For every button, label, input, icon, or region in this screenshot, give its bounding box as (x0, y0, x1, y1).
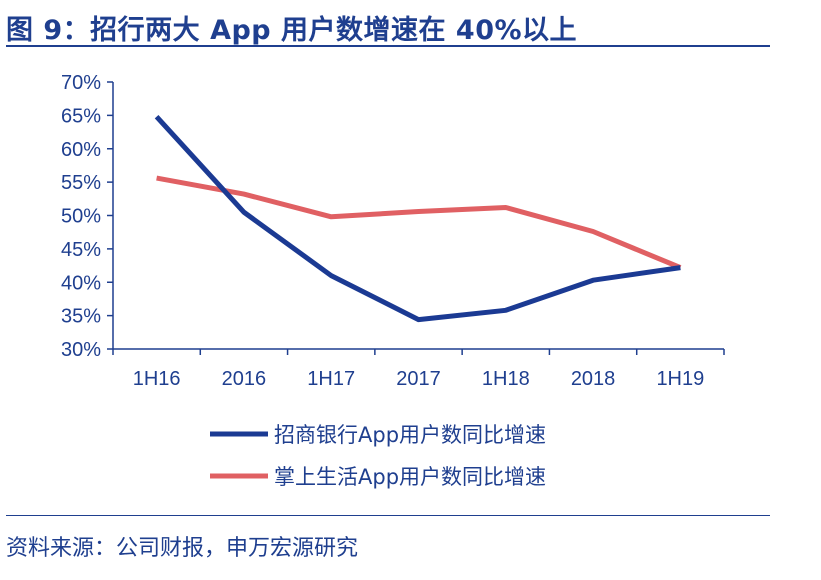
title-divider (6, 45, 770, 47)
x-tick-label: 2016 (222, 368, 267, 390)
y-tick-label: 30% (61, 339, 101, 361)
x-tick-label: 2018 (571, 368, 616, 390)
x-tick-label: 2017 (396, 368, 441, 390)
x-tick-label: 1H17 (307, 368, 355, 390)
y-tick-label: 70% (61, 72, 101, 94)
series-line-0 (154, 115, 681, 323)
y-tick-label: 65% (61, 105, 101, 127)
y-tick-label: 60% (61, 139, 101, 161)
chart-axes: 30% 35% 40% 45% 50% 55% 60% 65% 70% 1H16 2016 1H17 2… (61, 72, 725, 390)
x-tick-label: 1H18 (482, 368, 530, 390)
source-note: 资料来源：公司财报，申万宏源研究 (6, 536, 359, 561)
y-tick-label: 50% (61, 206, 101, 228)
y-tick-label: 55% (61, 172, 101, 194)
legend-label-0: 招商银行App用户数同比增速 (274, 423, 546, 447)
y-tick-label: 40% (61, 272, 101, 294)
legend-label-1: 掌上生活App用户数同比增速 (274, 465, 546, 489)
series-line-1 (156, 175, 682, 270)
x-tick-label: 1H16 (133, 368, 181, 390)
plot-area (154, 115, 682, 323)
y-tick-label: 35% (61, 306, 101, 328)
chart-title: 图 9：招行两大 App 用户数增速在 40%以上 (6, 15, 578, 46)
source-divider (6, 515, 770, 516)
x-tick-label: 1H19 (656, 368, 704, 390)
y-tick-label: 45% (61, 239, 101, 261)
line-chart: 30% 35% 40% 45% 50% 55% 60% 65% 70% 1H16 2016 1H17 2… (61, 72, 725, 489)
